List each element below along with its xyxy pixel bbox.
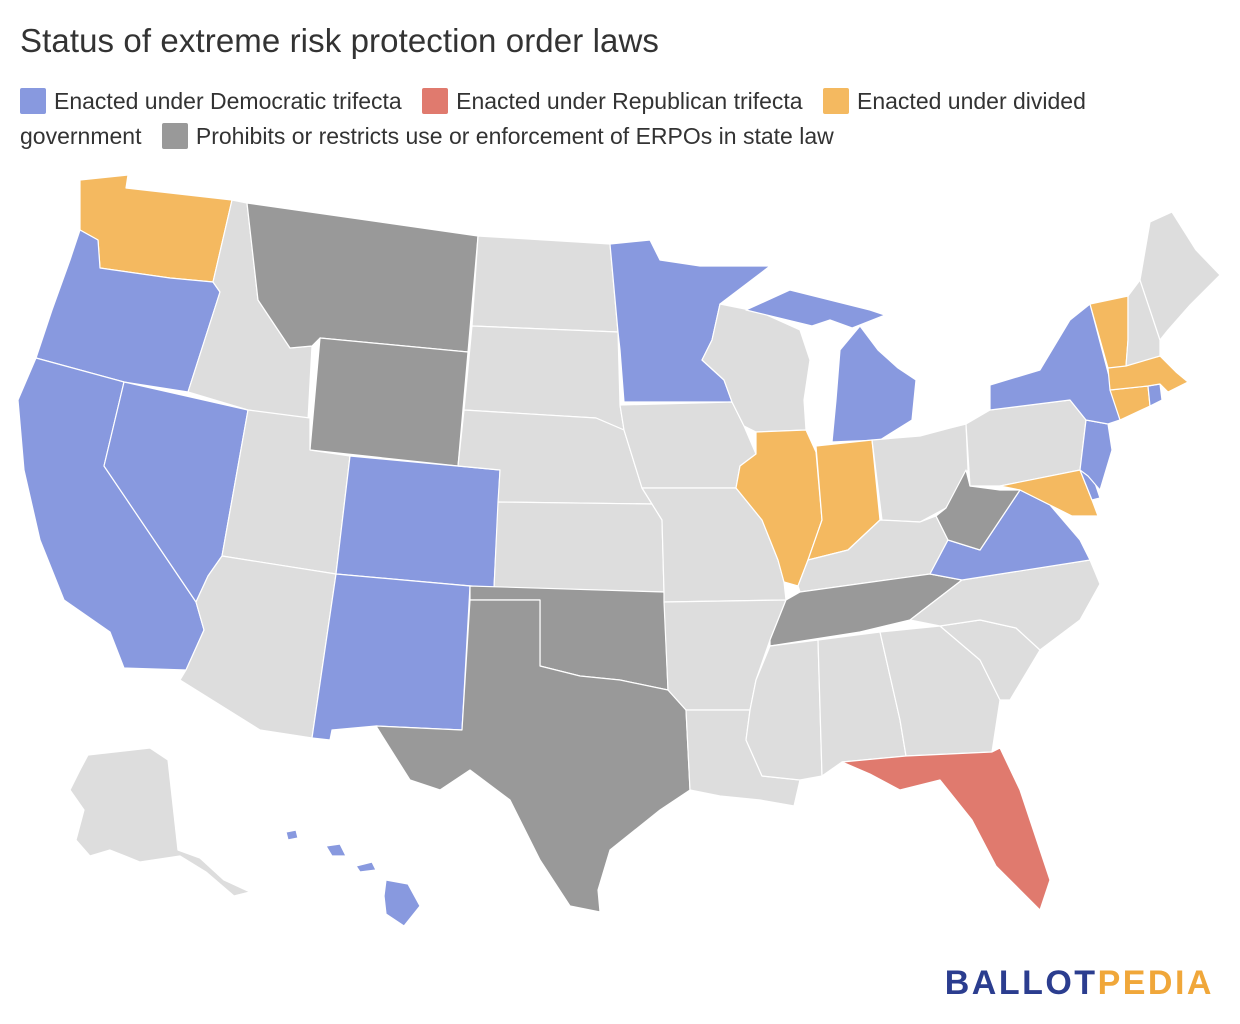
legend-swatch-divided <box>823 88 849 114</box>
legend-label-democratic: Enacted under Democratic trifecta <box>54 88 402 114</box>
legend-item-divided: Enacted under divided government <box>20 88 1086 149</box>
us-state-map <box>17 174 1221 927</box>
state-rhode-island[interactable] <box>1147 383 1163 407</box>
legend: Enacted under Democratic trifecta Enacte… <box>20 84 1180 154</box>
state-texas[interactable] <box>375 599 691 913</box>
legend-item-democratic: Enacted under Democratic trifecta <box>20 88 402 114</box>
state-hawaii[interactable] <box>285 829 421 927</box>
legend-item-republican: Enacted under Republican trifecta <box>422 88 803 114</box>
state-wyoming[interactable] <box>309 337 469 467</box>
state-alaska[interactable] <box>69 747 251 897</box>
ballotpedia-logo: BALLOTPEDIA <box>945 964 1214 1003</box>
legend-label-prohibits: Prohibits or restricts use or enforcemen… <box>195 123 834 149</box>
state-west-virginia[interactable] <box>935 469 1021 551</box>
state-florida[interactable] <box>841 747 1051 911</box>
legend-swatch-prohibits <box>161 123 188 149</box>
logo-part-pedia: PEDIA <box>1097 964 1214 1002</box>
logo-part-ballot: BALLOT <box>944 964 1098 1002</box>
state-michigan[interactable] <box>745 289 917 443</box>
legend-swatch-republican <box>422 88 449 114</box>
map-title: Status of extreme risk protection order … <box>20 22 659 59</box>
state-montana[interactable] <box>246 202 479 353</box>
state-iowa[interactable] <box>619 401 757 489</box>
state-maine[interactable] <box>1139 211 1221 341</box>
legend-label-republican: Enacted under Republican trifecta <box>456 88 803 114</box>
legend-item-prohibits: Prohibits or restricts use or enforcemen… <box>161 123 834 149</box>
state-washington[interactable] <box>79 174 233 283</box>
state-colorado[interactable] <box>335 455 501 589</box>
legend-label-divided: Enacted under divided government <box>20 88 1086 149</box>
state-new-mexico[interactable] <box>311 573 471 741</box>
state-north-dakota[interactable] <box>471 235 619 333</box>
state-kansas[interactable] <box>493 501 665 593</box>
legend-swatch-democratic <box>20 88 46 114</box>
